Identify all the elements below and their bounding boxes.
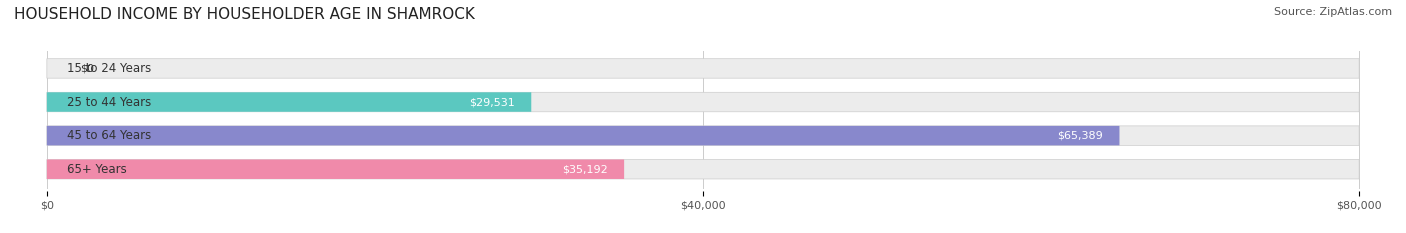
Text: 45 to 64 Years: 45 to 64 Years [66,129,150,142]
FancyBboxPatch shape [46,92,531,112]
Text: 65+ Years: 65+ Years [66,163,127,176]
FancyBboxPatch shape [46,159,1360,179]
Text: $0: $0 [80,63,94,73]
FancyBboxPatch shape [46,59,1360,78]
Text: Source: ZipAtlas.com: Source: ZipAtlas.com [1274,7,1392,17]
Text: $29,531: $29,531 [470,97,515,107]
Text: 15 to 24 Years: 15 to 24 Years [66,62,150,75]
FancyBboxPatch shape [46,126,1119,145]
FancyBboxPatch shape [46,92,1360,112]
Text: HOUSEHOLD INCOME BY HOUSEHOLDER AGE IN SHAMROCK: HOUSEHOLD INCOME BY HOUSEHOLDER AGE IN S… [14,7,475,22]
Text: $65,389: $65,389 [1057,131,1104,141]
FancyBboxPatch shape [46,159,624,179]
Text: $35,192: $35,192 [562,164,607,174]
FancyBboxPatch shape [46,126,1360,145]
Text: 25 to 44 Years: 25 to 44 Years [66,96,150,109]
